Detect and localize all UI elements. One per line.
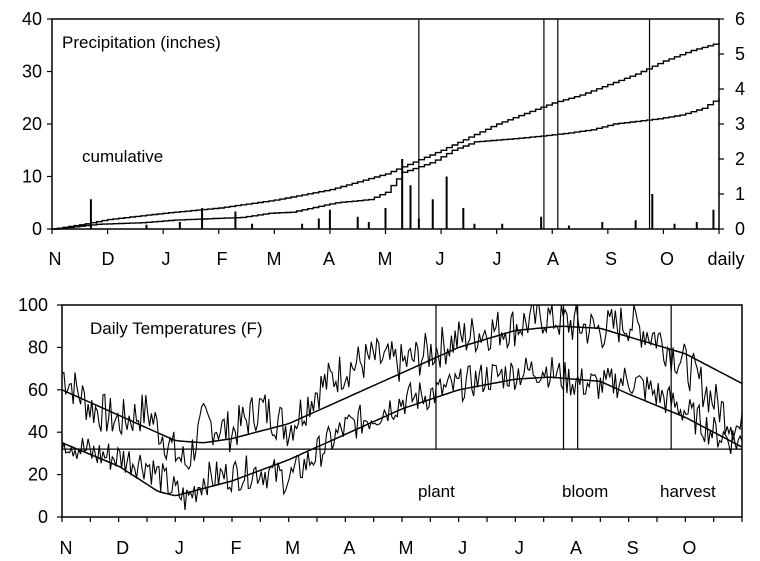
- temp-month-label: M: [285, 538, 300, 558]
- precip-month-label: A: [323, 249, 335, 269]
- daily-axis-label: daily: [707, 249, 744, 269]
- precip-left-tick-label: 30: [22, 62, 42, 82]
- precip-month-label: D: [102, 249, 115, 269]
- daily-low-line: [61, 357, 743, 511]
- precip-right-tick-label: 0: [735, 219, 745, 239]
- precip-right-axis: 0 1 2 3 4 5 6: [719, 9, 745, 239]
- precip-left-tick-label: 10: [22, 167, 42, 187]
- temp-month-label: J: [515, 538, 524, 558]
- plant-label: plant: [418, 482, 455, 501]
- precip-month-label: J: [493, 249, 502, 269]
- temp-month-label: O: [682, 538, 696, 558]
- temp-month-label: S: [627, 538, 639, 558]
- precip-title: Precipitation (inches): [62, 33, 221, 52]
- precip-left-tick-label: 0: [32, 219, 42, 239]
- temp-title: Daily Temperatures (F): [90, 319, 263, 338]
- precip-month-label: A: [547, 249, 559, 269]
- precip-cumulative-label: cumulative: [82, 147, 163, 166]
- precip-right-tick-label: 2: [735, 149, 745, 169]
- bloom-label: bloom: [562, 482, 608, 501]
- precip-month-label: N: [49, 249, 62, 269]
- cumulative-line-1: [52, 42, 720, 230]
- temp-month-label: J: [175, 538, 184, 558]
- temp-month-label: D: [116, 538, 129, 558]
- temp-y-tick-label: 100: [18, 295, 48, 315]
- precip-right-tick-label: 1: [735, 184, 745, 204]
- precip-right-tick-label: 4: [735, 79, 745, 99]
- precip-month-label: M: [267, 249, 282, 269]
- temp-series: [61, 304, 743, 511]
- precip-month-label: F: [217, 249, 228, 269]
- temp-month-label: M: [399, 538, 414, 558]
- temp-month-label: A: [570, 538, 582, 558]
- precip-left-axis: 0 10 20 30 40: [22, 9, 52, 239]
- precip-right-tick-label: 3: [735, 114, 745, 134]
- precip-month-label: O: [660, 249, 674, 269]
- precip-month-label: J: [162, 249, 171, 269]
- temp-y-tick-label: 80: [28, 337, 48, 357]
- precip-month-label: S: [605, 249, 617, 269]
- temp-y-axis: 0 20 40 60 80 100: [18, 295, 62, 527]
- precip-left-tick-label: 20: [22, 114, 42, 134]
- temp-month-label: F: [231, 538, 242, 558]
- precip-stage-markers: [418, 19, 651, 229]
- temp-month-label: A: [343, 538, 355, 558]
- normal-low-line: [61, 376, 743, 497]
- precip-left-tick-label: 40: [22, 9, 42, 29]
- temp-y-tick-label: 40: [28, 422, 48, 442]
- temperature-panel: 0 20 40 60 80 100 N D J F M A M J J A S O Daily Temperat…: [18, 295, 743, 558]
- precip-right-tick-label: 5: [735, 44, 745, 64]
- precip-month-label: J: [436, 249, 445, 269]
- harvest-label: harvest: [660, 482, 716, 501]
- temp-month-label: J: [458, 538, 467, 558]
- cumulative-line-2: [52, 97, 720, 230]
- temp-month-label: N: [60, 538, 73, 558]
- precip-series: [52, 42, 720, 230]
- precip-month-label: M: [378, 249, 393, 269]
- precip-right-tick-label: 6: [735, 9, 745, 29]
- temp-y-tick-label: 0: [38, 507, 48, 527]
- temp-y-tick-label: 20: [28, 465, 48, 485]
- temp-y-tick-label: 60: [28, 380, 48, 400]
- daily-high-line: [61, 304, 743, 471]
- normal-high-line: [61, 325, 743, 444]
